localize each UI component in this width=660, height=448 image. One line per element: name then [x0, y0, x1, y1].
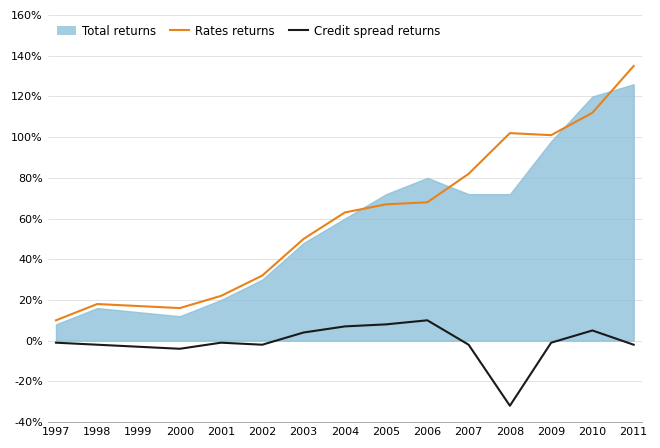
Legend: Total returns, Rates returns, Credit spread returns: Total returns, Rates returns, Credit spr…: [53, 21, 444, 41]
